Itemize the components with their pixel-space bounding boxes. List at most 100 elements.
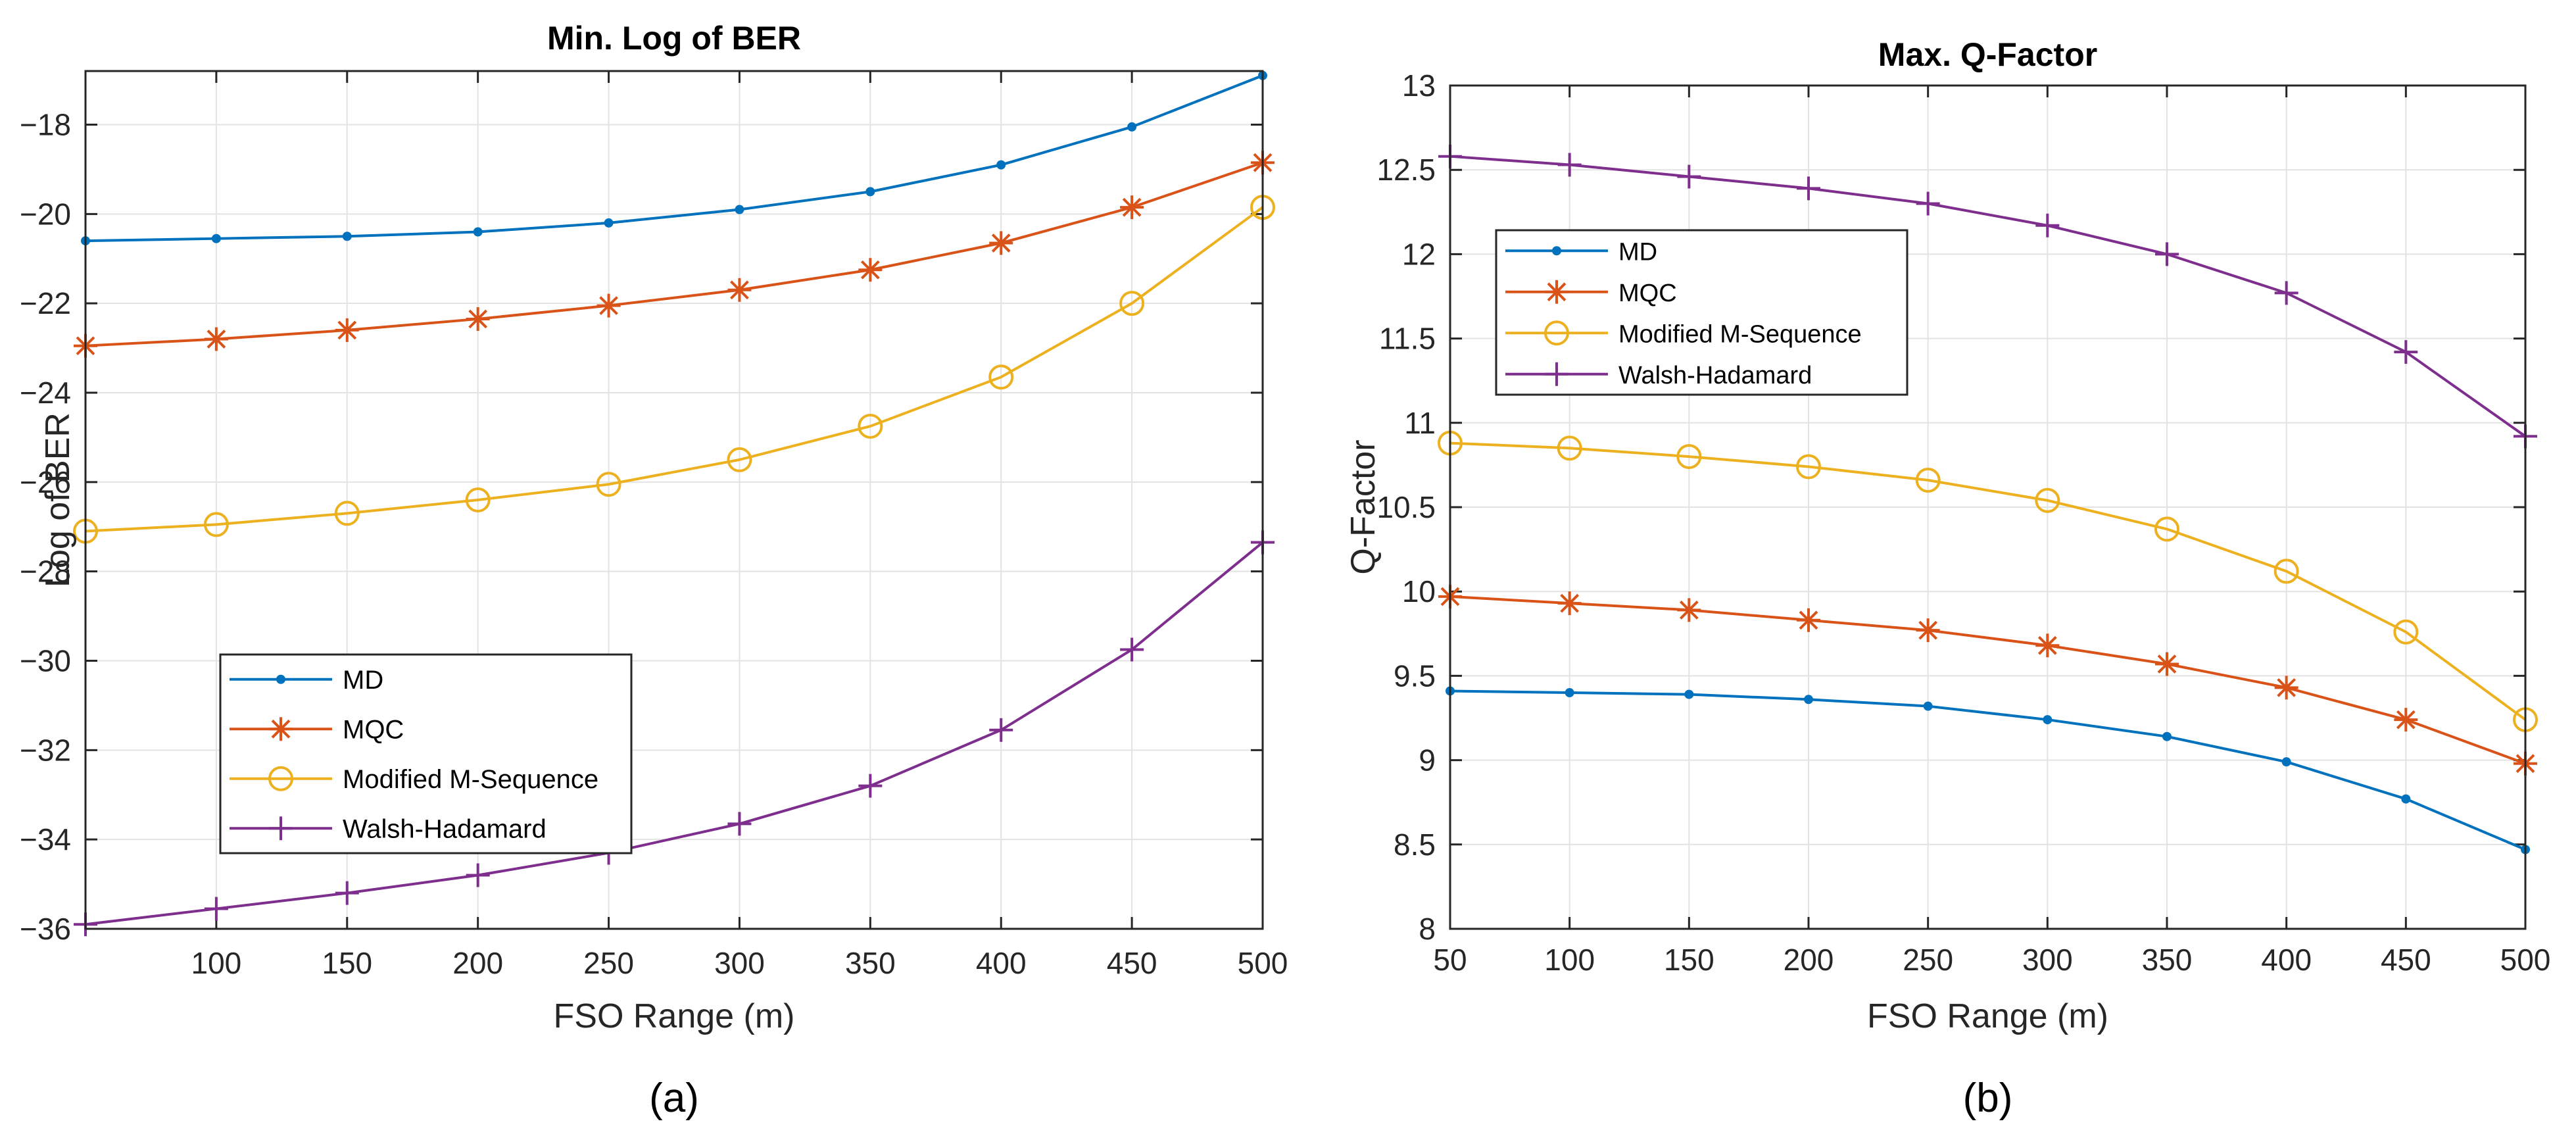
- chart-1-ytick-label: 8.5: [1394, 828, 1436, 862]
- chart-1-legend-box: [1495, 229, 1908, 396]
- chart-0-ytick-label: −34: [20, 822, 71, 856]
- chart-0-series-mqc-point: [204, 327, 228, 351]
- chart-0-series-md: [81, 70, 1267, 246]
- chart-1-legend-entry-md-marker: [1552, 246, 1561, 256]
- chart-1-legend-entry-md: MD: [1505, 238, 1657, 266]
- chart-0-series-md-line: [85, 74, 1263, 243]
- chart-0-series-walsh-hadamard-point: [335, 881, 359, 905]
- chart-1-series-walsh-hadamard-point: [1677, 164, 1701, 189]
- chart-1-series-mqc-point: [2035, 633, 2060, 658]
- chart-0-ytick-label: −28: [20, 555, 71, 589]
- chart-0-legend-entry-mqc: MQC: [230, 715, 404, 744]
- chart-0-ytick-label: −22: [20, 286, 71, 320]
- chart-0-series-modified-m-sequence-point: [727, 447, 752, 472]
- chart-0-series-md-point: [865, 187, 875, 197]
- chart-1-series-md-point: [1804, 695, 1813, 705]
- chart-1-series-md-point: [2401, 794, 2411, 804]
- chart-0-legend: MD MQC Modified M-Sequence Walsh-Hadamard: [219, 653, 633, 854]
- chart-1: 50 100 150 200 250 300 350 400 450 500 8 8.5 9 9.5 10 1…: [1344, 36, 2550, 1121]
- chart-1-series-modified-m-sequence-point: [2154, 516, 2179, 542]
- chart-0-series-mqc-point: [1120, 195, 1144, 220]
- chart-0-series-walsh-hadamard-point: [727, 812, 752, 836]
- chart-1-ytick-label: 9.5: [1394, 658, 1436, 693]
- chart-1-series-walsh-hadamard-point: [2155, 242, 2179, 266]
- chart-0-ytick-label: −32: [20, 733, 71, 767]
- chart-0-ytick-label: −26: [20, 465, 71, 499]
- chart-1-ytick-label: 13: [1402, 68, 1436, 103]
- chart-1-ytick-label: 10: [1402, 574, 1436, 608]
- chart-1-series-walsh-hadamard-line: [1449, 155, 2527, 437]
- chart-1-series-md: [1446, 686, 2530, 854]
- chart-1-series-md-line: [1449, 689, 2526, 851]
- chart-1-legend-entry-modified-m-sequence-marker: [1544, 320, 1569, 346]
- chart-0-ytick-label: −24: [20, 376, 71, 410]
- chart-1-title: Max. Q-Factor: [1878, 36, 2097, 73]
- chart-1-series-walsh-hadamard-point: [1557, 153, 1582, 177]
- chart-0-axes-box: [84, 70, 1264, 930]
- chart-0-series-modified-m-sequence-point: [465, 487, 491, 512]
- chart-0-ytick-label: −20: [20, 197, 71, 231]
- chart-1-series-mqc-point: [1916, 618, 1940, 643]
- chart-0-legend-entry-md: MD: [230, 666, 383, 695]
- chart-1-xtick-label: 400: [2261, 943, 2312, 977]
- chart-1-axes-box: [1449, 84, 2527, 930]
- chart-1-legend: MD MQC Modified M-Sequence Walsh-Hadamard: [1495, 229, 1908, 396]
- chart-1-series-mqc-point: [2274, 676, 2298, 700]
- chart-0-legend-entry-md-marker: [276, 674, 285, 684]
- chart-1-legend-entry-mqc-label: MQC: [1618, 280, 1677, 307]
- chart-1-legend-entry-modified-m-sequence-label: Modified M-Sequence: [1618, 320, 1862, 348]
- chart-1-series-mqc-point: [2155, 652, 2179, 676]
- chart-1-series-modified-m-sequence-line: [1449, 441, 2527, 721]
- chart-0-series-modified-m-sequence-point: [988, 364, 1014, 390]
- chart-1-legend-entry-walsh-hadamard: Walsh-Hadamard: [1505, 362, 1812, 389]
- chart-0-xtick-label: 300: [714, 946, 765, 980]
- chart-0-series-md-point: [996, 160, 1006, 170]
- chart-1-legend-entry-mqc-marker: [1545, 280, 1568, 304]
- chart-1-ytick-label: 12: [1402, 237, 1436, 271]
- chart-0-series-md-point: [342, 232, 352, 241]
- chart-0-series-mqc-point: [596, 293, 621, 318]
- chart-0-xtick-label: 150: [322, 946, 372, 980]
- chart-0-title: Min. Log of BER: [547, 20, 801, 57]
- chart-0-panel-label: (a): [649, 1076, 699, 1121]
- chart-0-series-walsh-hadamard-point: [466, 863, 490, 887]
- chart-1-legend-entry-walsh-hadamard-label: Walsh-Hadamard: [1618, 362, 1812, 389]
- chart-1-series-md-point: [2281, 757, 2291, 767]
- chart-1-series-modified-m-sequence-point: [1915, 467, 1941, 493]
- chart-0-ytick-label: −18: [20, 108, 71, 142]
- chart-0-legend-entry-mqc-marker: [269, 717, 293, 741]
- chart-1-xtick-label: 300: [2022, 943, 2073, 977]
- chart-1-legend-entry-md-label: MD: [1618, 238, 1657, 266]
- chart-0-legend-entry-modified-m-sequence-marker: [268, 766, 293, 791]
- chart-0-legend-entry-modified-m-sequence: Modified M-Sequence: [230, 765, 598, 794]
- chart-0-xtick-label: 450: [1107, 946, 1157, 980]
- chart-0-xtick-label: 350: [845, 946, 896, 980]
- chart-1-panel-label: (b): [1963, 1076, 2013, 1121]
- chart-1-series-walsh-hadamard-point: [2274, 281, 2298, 305]
- chart-1-series-modified-m-sequence-point: [1676, 444, 1702, 470]
- chart-0-series-mqc-point: [858, 258, 883, 282]
- chart-0-series-walsh-hadamard-point: [989, 718, 1013, 742]
- chart-0-series-walsh-hadamard-point: [204, 897, 228, 921]
- chart-1-series-walsh-hadamard: [1438, 144, 2537, 449]
- chart-0-xtick-label: 200: [452, 946, 503, 980]
- chart-1-series-mqc-point: [1557, 591, 1582, 616]
- chart-0-legend-entry-walsh-hadamard-marker: [269, 816, 293, 841]
- chart-1-series-walsh-hadamard-point: [1916, 191, 1940, 216]
- chart-1-xtick-label: 100: [1544, 943, 1595, 977]
- chart-0-series-modified-m-sequence-line: [85, 206, 1264, 533]
- chart-1-ytick-label: 9: [1419, 743, 1436, 778]
- chart-1-series-mqc-point: [2394, 708, 2418, 732]
- chart-1-series-md-point: [1684, 689, 1694, 699]
- chart-0-series-mqc-line: [85, 161, 1263, 347]
- chart-0-xtick-label: 500: [1238, 946, 1288, 980]
- chart-0-xlabel: FSO Range (m): [554, 997, 795, 1035]
- chart-0-legend-entry-mqc-label: MQC: [343, 715, 404, 744]
- chart-0-series-mqc-point: [335, 318, 359, 342]
- chart-0-legend-entry-md-label: MD: [343, 666, 383, 695]
- chart-1-legend-entry-mqc: MQC: [1505, 280, 1677, 307]
- chart-0-series-modified-m-sequence-point: [596, 472, 621, 497]
- chart-1-xtick-label: 500: [2500, 943, 2551, 977]
- chart-1-series-mqc-point: [1797, 608, 1820, 632]
- chart-1-ytick-label: 11.5: [1379, 322, 1436, 356]
